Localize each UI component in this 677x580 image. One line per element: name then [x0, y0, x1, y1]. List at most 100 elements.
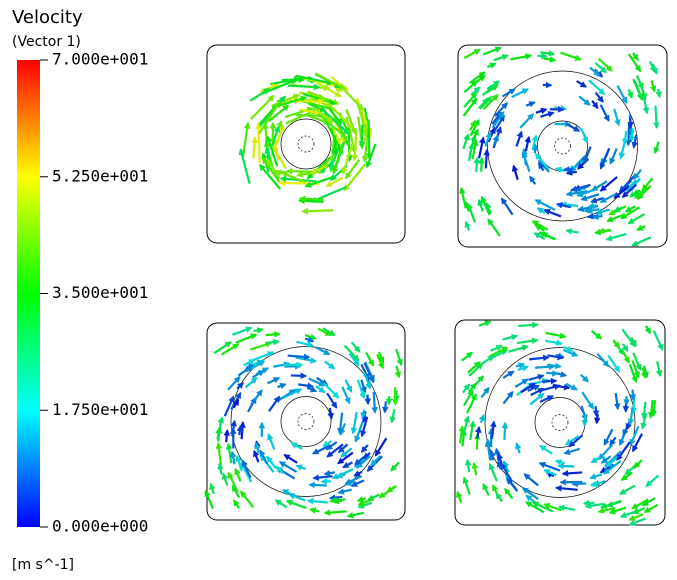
vector-arrow [356, 421, 363, 441]
vector-arrow [573, 483, 586, 484]
vector-arrow [517, 340, 537, 343]
vector-arrow [374, 392, 375, 413]
vector-arrow [515, 379, 527, 387]
vector-arrow [477, 427, 479, 438]
color-bar [17, 60, 40, 527]
vector-arrow [368, 456, 382, 471]
vector-arrow [655, 142, 659, 153]
vector-arrow [620, 485, 635, 494]
ring [298, 136, 314, 152]
vector-arrow [470, 422, 473, 440]
vector-arrow [564, 169, 573, 170]
vector-arrow [610, 437, 615, 445]
vector-arrow [307, 388, 316, 392]
vector-arrow [633, 389, 634, 399]
vector-arrow [282, 389, 301, 398]
panels [206, 45, 667, 525]
vector-arrow [644, 97, 647, 113]
vector-arrow [631, 128, 632, 141]
vector-arrow [540, 446, 552, 454]
vector-arrow [601, 148, 610, 168]
vector-arrow [622, 350, 629, 362]
vector-arrow [597, 354, 608, 367]
vector-arrow [577, 81, 586, 87]
vector-arrow [479, 322, 490, 326]
vector-arrow [518, 325, 537, 326]
vector-arrow [629, 89, 632, 97]
vector-arrow [228, 444, 231, 463]
vector-arrow [529, 357, 548, 359]
vector-arrow [582, 194, 599, 199]
vector-arrow [567, 172, 577, 174]
vector-arrow [614, 109, 618, 125]
vector-arrow [658, 89, 660, 97]
vector-arrow [518, 367, 528, 370]
panel-frame [458, 45, 667, 247]
vector-arrow [637, 226, 645, 230]
vector-arrow [592, 331, 602, 339]
vector-arrow [523, 152, 529, 171]
ring [281, 397, 331, 447]
vector-arrow [297, 342, 313, 346]
vector-arrow [354, 129, 356, 160]
vector-arrow [243, 123, 248, 157]
vector-arrow [462, 353, 472, 361]
vector-arrow [305, 338, 313, 341]
vector-arrow [625, 131, 627, 144]
vector-arrow [608, 355, 619, 371]
vector-arrow [633, 53, 638, 60]
vector-arrow [267, 342, 279, 343]
vector-arrow [622, 329, 634, 346]
vector-arrow [348, 513, 364, 517]
vector-arrow [579, 96, 590, 104]
vector-arrow [238, 366, 252, 376]
vector-arrow [276, 500, 287, 507]
vector-plot: Velocity (Vector 1) [m s^-1] 7.000e+0015… [0, 0, 677, 580]
vector-arrow [630, 407, 632, 424]
vector-arrow [589, 205, 597, 206]
vector-arrow [597, 414, 598, 423]
vector-arrow [503, 392, 512, 404]
vector-arrow [250, 89, 269, 101]
vector-arrow [592, 101, 597, 108]
vector-arrow [369, 120, 370, 159]
tick-label: 1.750e+001 [52, 400, 148, 419]
vector-arrow [585, 415, 586, 425]
vector-arrow [517, 443, 520, 453]
vector-arrow [529, 376, 544, 380]
vector-arrow [287, 501, 306, 508]
vector-arrow [251, 390, 262, 404]
vector-arrow [540, 52, 553, 54]
vector-arrow [628, 124, 629, 145]
vector-arrow [560, 53, 580, 60]
vector-arrow [556, 461, 565, 463]
vector-arrow [387, 486, 396, 492]
vector-arrow [545, 341, 561, 344]
vector-arrow [298, 384, 312, 386]
vector-arrow [633, 237, 651, 245]
vector-arrow [607, 234, 626, 240]
vector-arrow [310, 509, 319, 511]
vector-arrow [546, 333, 565, 337]
vector-arrow [590, 474, 601, 478]
vector-arrow [543, 59, 555, 61]
vector-arrow [630, 514, 643, 519]
vector-arrow [330, 408, 332, 419]
vector-arrow [333, 469, 353, 478]
vector-arrow [586, 504, 604, 507]
vector-arrow [538, 208, 545, 213]
vector-arrow [242, 422, 243, 439]
vector-arrow [493, 485, 497, 492]
vector-arrow [253, 352, 273, 360]
vector-arrow [634, 460, 642, 468]
ring [552, 415, 568, 431]
vector-arrow [276, 171, 306, 182]
vector-arrow [287, 171, 315, 172]
vector-arrow [464, 478, 470, 495]
vector-arrow [466, 222, 469, 231]
vector-arrow [266, 334, 280, 335]
vector-arrow [502, 199, 513, 215]
vector-arrow [610, 148, 616, 163]
vector-arrow [510, 55, 530, 59]
vector-arrow [601, 501, 621, 508]
